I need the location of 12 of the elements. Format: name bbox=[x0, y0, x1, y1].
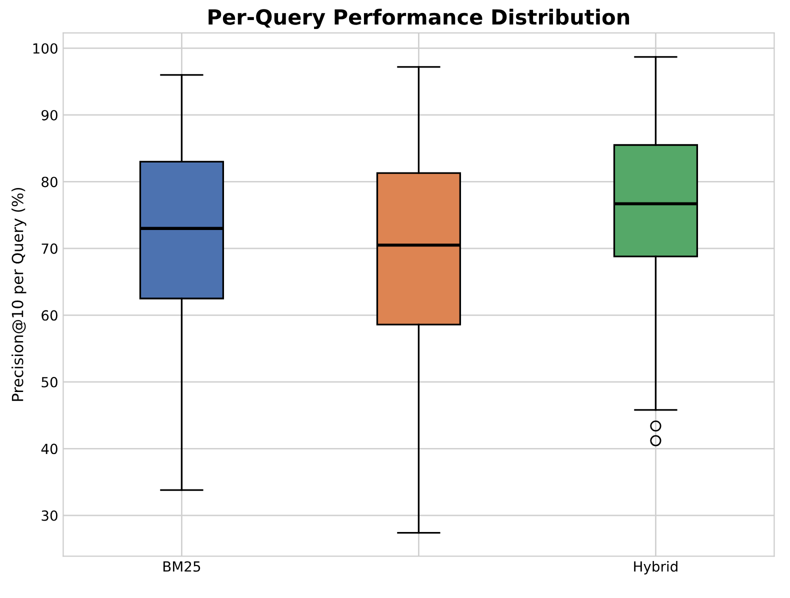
y-tick-label: 40 bbox=[41, 444, 58, 454]
y-tick-label: 30 bbox=[42, 510, 58, 521]
chart-title: Per-Query Performance Distribution bbox=[208, 8, 630, 30]
y-tick-label: 80 bbox=[42, 176, 58, 188]
x-tick-label: BM25 bbox=[163, 561, 200, 572]
y-tick-label: 90 bbox=[42, 110, 58, 120]
y-axis-title: Precision@10 per Query (%) bbox=[11, 188, 26, 401]
y-tick-label: 60 bbox=[42, 310, 58, 321]
y-tick-label: 100 bbox=[33, 43, 58, 54]
y-tick-label: 50 bbox=[42, 376, 58, 388]
x-tick-label: Hybrid bbox=[634, 561, 678, 574]
y-tick-label: 70 bbox=[42, 243, 58, 254]
